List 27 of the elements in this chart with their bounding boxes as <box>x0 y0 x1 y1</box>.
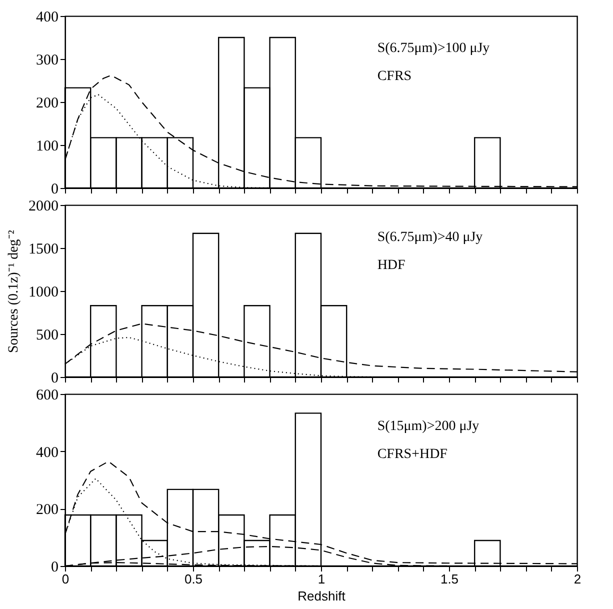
annotation: HDF <box>377 258 406 273</box>
x-tick-label: 1 <box>318 572 326 586</box>
y-tick-label: 400 <box>36 10 58 26</box>
y-tick-label: 1500 <box>28 242 58 258</box>
y-tick-label: 600 <box>36 388 58 404</box>
x-tick-label: 1.5 <box>440 572 459 586</box>
x-tick-label: 0 <box>62 572 70 586</box>
annotation: S(6.75μm)>100 μJy <box>377 41 490 56</box>
annotation: S(6.75μm)>40 μJy <box>377 230 483 245</box>
annotation: S(15μm)>200 μJy <box>377 419 480 434</box>
y-tick-label: 2000 <box>28 198 58 214</box>
y-tick-label: 200 <box>36 96 58 112</box>
y-tick-label: 0 <box>51 370 58 386</box>
y-axis-title: Sources (0.1z)⁻¹ deg⁻² <box>6 230 22 353</box>
x-tick-label: 0.5 <box>184 572 203 586</box>
y-tick-label: 300 <box>36 52 58 68</box>
y-tick-label: 400 <box>36 444 58 461</box>
y-tick-label: 1000 <box>28 284 58 300</box>
y-tick-label: 500 <box>36 328 58 344</box>
x-tick-label: 2 <box>574 572 582 586</box>
x-axis-title: Redshift <box>298 588 346 604</box>
y-tick-label: 0 <box>51 182 58 198</box>
annotation: CFRS <box>377 69 412 84</box>
y-tick-label: 100 <box>36 138 58 154</box>
y-tick-label: 200 <box>36 502 58 518</box>
annotation: CFRS+HDF <box>377 447 448 462</box>
y-tick-label: 0 <box>51 560 58 576</box>
